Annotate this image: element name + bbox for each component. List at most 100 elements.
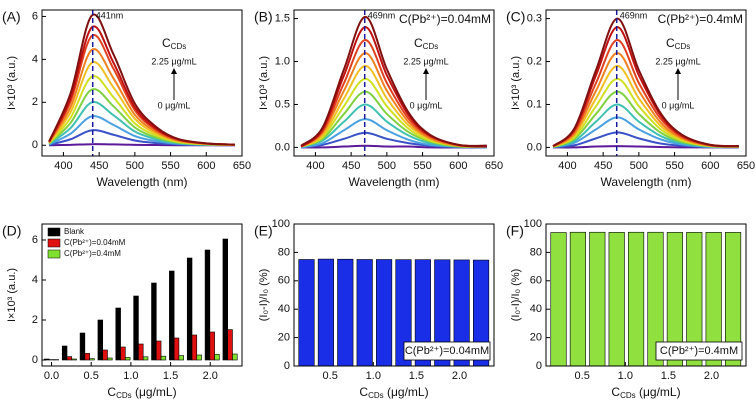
x-axis-label: CCDs (μg/mL)	[611, 385, 680, 400]
x-axis-label-sub: CDs	[620, 391, 636, 400]
x-tick-label: 600	[449, 160, 467, 172]
y-tick-label: 0	[284, 360, 290, 372]
bar	[71, 358, 77, 361]
x-tick-label: 450	[90, 160, 108, 172]
condition-label: C(Pb²⁺)=0.04mM	[399, 12, 491, 26]
concentration-label: CCDs	[162, 36, 186, 51]
x-axis-label: Wavelength (nm)	[349, 175, 440, 189]
bar	[196, 354, 202, 361]
peak-label: 469nm	[368, 10, 396, 20]
condition-label: C(Pb²⁺)=0.4mM	[660, 345, 738, 357]
bar	[155, 340, 162, 361]
x-axis-label: CCDs (μg/mL)	[359, 385, 428, 400]
x-tick-label: 400	[306, 160, 324, 172]
bar	[178, 355, 184, 361]
legend-label: C(Pb²⁺)=0.04mM	[64, 238, 126, 247]
bar	[337, 258, 354, 367]
concentration-label-main: C	[162, 36, 171, 50]
bar	[589, 231, 606, 367]
x-tick-label: 2.0	[203, 370, 218, 382]
panel-label: (B)	[254, 9, 273, 25]
legend-swatch	[47, 227, 61, 237]
y-axis-label: I×10³ (a.u.)	[258, 56, 270, 110]
x-tick-label: 600	[701, 160, 719, 172]
x-tick-label: 650	[737, 160, 755, 172]
concentration-label-main: C	[666, 36, 675, 50]
plot-frame	[293, 9, 495, 157]
high-label: 2.25 μg/mL	[151, 56, 196, 66]
x-tick-label: 0.5	[84, 370, 99, 382]
y-tick-label: 0	[536, 360, 542, 372]
y-tick-label: 2	[32, 96, 38, 108]
bar	[97, 319, 104, 361]
bar	[628, 231, 645, 367]
bar	[317, 258, 334, 367]
y-tick-label: 6	[32, 10, 38, 22]
x-axis-label: Wavelength (nm)	[601, 175, 692, 189]
x-tick-label: 650	[485, 160, 503, 172]
bar	[214, 354, 220, 361]
bar	[550, 232, 567, 367]
panel-label: (F)	[506, 223, 524, 239]
y-tick-label: 80	[278, 246, 290, 258]
peak-label: 469nm	[620, 10, 648, 20]
peak-label: 441nm	[96, 10, 124, 20]
x-tick-label: 0.0	[44, 370, 59, 382]
x-tick-label: 550	[161, 160, 179, 172]
low-label: 0 μg/mL	[410, 100, 443, 110]
y-tick-label: 1.5	[275, 12, 290, 24]
x-tick-label: 500	[378, 160, 396, 172]
x-axis-label-rest: (μg/mL)	[636, 385, 681, 399]
x-tick-label: 1.5	[409, 370, 424, 382]
x-tick-label: 400	[54, 160, 72, 172]
y-tick-label: 60	[530, 275, 542, 287]
spectrum-line	[552, 64, 739, 148]
bar	[191, 334, 198, 361]
bar	[133, 295, 139, 361]
x-tick-label: 1.0	[618, 370, 633, 382]
y-tick-label: 20	[530, 332, 542, 344]
bar	[356, 259, 373, 367]
arrow-head	[675, 68, 681, 74]
panel-label: (A)	[2, 9, 21, 25]
y-axis-label: I×10³ (a.u.)	[6, 56, 18, 110]
y-tick-label: 0	[32, 139, 38, 151]
plot-frame	[41, 223, 243, 367]
legend-label: C(Pb²⁺)=0.4mM	[64, 249, 121, 258]
y-tick-label: 60	[278, 275, 290, 287]
legend-label: Blank	[64, 227, 85, 236]
bar	[569, 231, 586, 367]
x-axis-label-main: C	[107, 385, 116, 399]
x-axis-label: Wavelength (nm)	[97, 175, 188, 189]
arrow-head	[423, 68, 429, 74]
concentration-label-sub: CDs	[423, 42, 439, 51]
bar	[169, 270, 175, 361]
y-tick-label: 40	[278, 303, 290, 315]
plot-frame	[545, 9, 747, 157]
bar	[209, 331, 215, 361]
panel-label: (E)	[254, 223, 273, 239]
bar	[142, 356, 149, 361]
x-axis-label-rest: (μg/mL)	[384, 385, 429, 399]
y-tick-label: 20	[278, 332, 290, 344]
bar	[84, 353, 90, 361]
y-axis-label: (I₀-I)/I₀ (%)	[510, 269, 522, 322]
y-tick-label: 0.0	[275, 141, 290, 153]
bar	[61, 345, 68, 361]
bar	[138, 343, 144, 361]
x-tick-label: 450	[342, 160, 360, 172]
bar	[151, 282, 157, 361]
y-axis-label: I×10³ (a.u.)	[510, 56, 522, 110]
x-tick-label: 550	[665, 160, 683, 172]
x-tick-label: 1.0	[366, 370, 381, 382]
y-tick-label: 0.5	[275, 98, 290, 110]
x-tick-label: 400	[558, 160, 576, 172]
x-tick-label: 600	[197, 160, 215, 172]
legend-swatch	[47, 238, 61, 248]
x-tick-label: 450	[594, 160, 612, 172]
x-tick-label: 500	[630, 160, 648, 172]
y-tick-label: 1.0	[275, 55, 290, 67]
x-tick-label: 2.0	[704, 370, 719, 382]
bar	[115, 307, 121, 361]
spectrum-line	[48, 13, 235, 146]
